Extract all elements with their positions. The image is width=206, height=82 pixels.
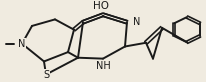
Text: N: N — [18, 39, 26, 49]
Text: HO: HO — [92, 1, 109, 11]
Text: N: N — [132, 17, 140, 27]
Text: NH: NH — [95, 61, 110, 71]
Text: S: S — [43, 70, 49, 80]
